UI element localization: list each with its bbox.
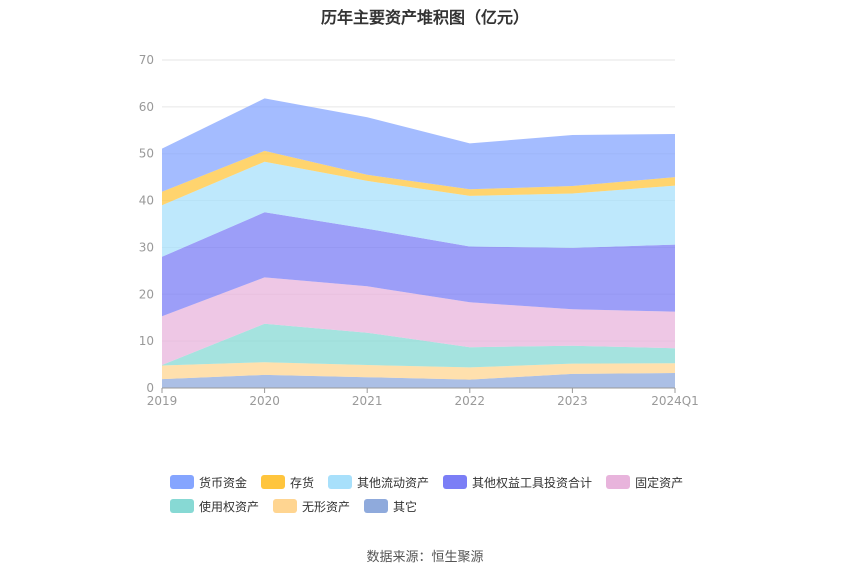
legend-item[interactable]: 无形资产: [273, 498, 350, 515]
legend-swatch: [606, 475, 631, 489]
legend-label: 固定资产: [635, 475, 684, 490]
area-series-其他流动资产: [162, 161, 675, 257]
area-series-存货: [162, 150, 675, 206]
chart-legend: 货币资金 存货 其他流动资产 其他权益工具投资合计 固定资产 使用权资产 无形资产 其它: [170, 470, 710, 518]
area-series-货币资金: [162, 98, 675, 192]
legend-swatch: [261, 475, 286, 489]
legend-label: 其他流动资产: [357, 475, 430, 490]
legend-item[interactable]: 固定资产: [606, 474, 683, 491]
y-tick-label: 30: [139, 240, 154, 254]
x-tick-label: 2020: [249, 394, 280, 408]
legend-row: 货币资金 存货 其他流动资产 其他权益工具投资合计 固定资产: [170, 470, 710, 494]
y-tick-label: 20: [139, 287, 154, 301]
chart-title: 历年主要资产堆积图（亿元）: [320, 8, 529, 27]
y-tick-label: 70: [139, 53, 154, 67]
x-tick-label: 2019: [147, 394, 178, 408]
legend-row: 使用权资产 无形资产 其它: [170, 494, 710, 518]
x-tick-label: 2023: [557, 394, 588, 408]
y-tick-label: 10: [139, 334, 154, 348]
legend-swatch: [170, 475, 194, 489]
area-series-其它: [162, 373, 675, 388]
legend-swatch: [273, 499, 298, 513]
legend-item[interactable]: 其它: [364, 498, 417, 515]
area-series-使用权资产: [162, 323, 675, 368]
legend-label: 使用权资产: [199, 499, 260, 514]
legend-swatch: [328, 475, 353, 489]
area-series-固定资产: [162, 277, 675, 365]
axis-layer: 0 10 20 30 40 50 60 70 2019 2020 2021 2022 2023 2024Q…: [139, 53, 699, 408]
legend-item[interactable]: 货币资金: [170, 474, 247, 491]
area-series-无形资产: [162, 362, 675, 380]
legend-swatch: [364, 499, 389, 513]
legend-item[interactable]: 其他流动资产: [328, 474, 429, 491]
x-tick-label: 2022: [455, 394, 486, 408]
y-tick-label: 50: [139, 147, 154, 161]
area-layer: [162, 98, 675, 388]
chart-plot: 0 10 20 30 40 50 60 70 2019 2020 2021 2022 2023 2024Q…: [139, 53, 699, 408]
legend-item[interactable]: 存货: [261, 474, 314, 491]
area-series-其他权益工具投资合计: [162, 212, 675, 317]
legend-label: 存货: [290, 475, 315, 490]
x-tick-label: 2024Q1: [651, 394, 699, 408]
legend-swatch: [443, 475, 468, 489]
legend-label: 其他权益工具投资合计: [472, 475, 593, 490]
legend-label: 无形资产: [302, 499, 351, 514]
legend-label: 其它: [393, 499, 418, 514]
y-tick-label: 60: [139, 100, 154, 114]
legend-item[interactable]: 其他权益工具投资合计: [443, 474, 592, 491]
y-tick-label: 0: [146, 381, 154, 395]
legend-label: 货币资金: [199, 475, 248, 490]
y-tick-label: 40: [139, 194, 154, 208]
legend-swatch: [170, 499, 194, 513]
source-note: 数据来源：恒生聚源: [366, 550, 484, 565]
x-tick-label: 2021: [352, 394, 383, 408]
legend-item[interactable]: 使用权资产: [170, 498, 259, 515]
